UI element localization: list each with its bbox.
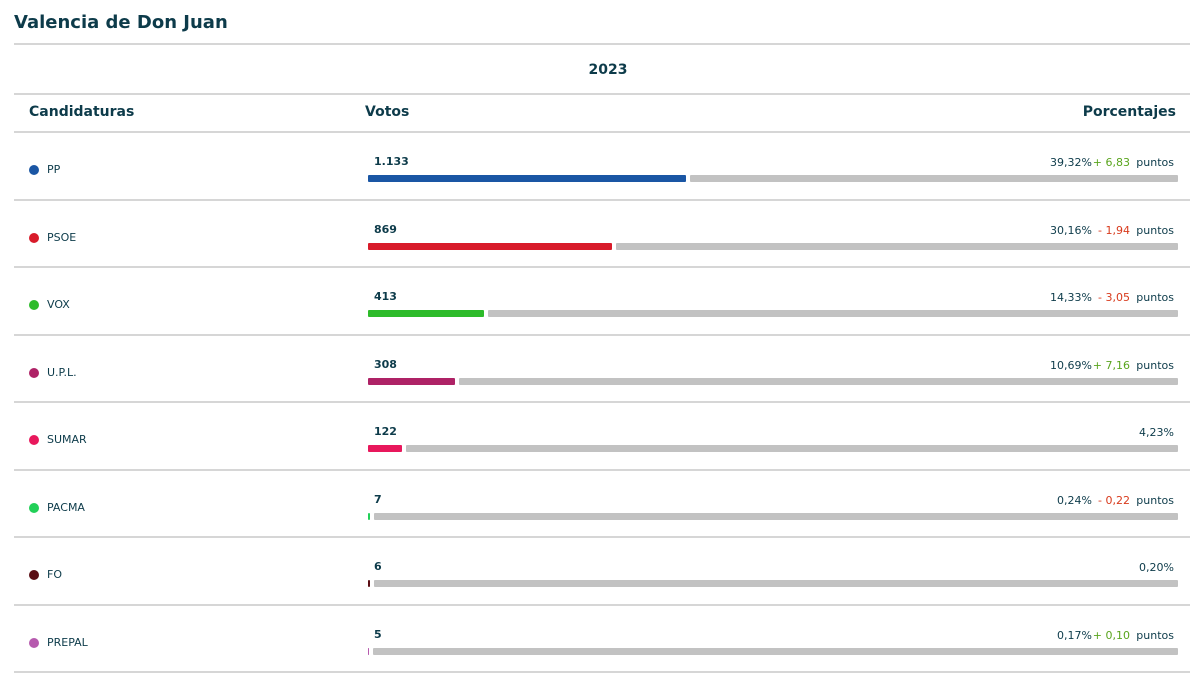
percent: 4,23%: [1139, 426, 1174, 439]
votes: 7: [374, 492, 382, 506]
unit: puntos: [1136, 223, 1174, 237]
bar: [368, 175, 687, 182]
percent: 0,17%: [1057, 628, 1092, 642]
party-name: VOX: [47, 298, 70, 311]
party-name: PACMA: [47, 500, 85, 514]
unit: puntos: [1136, 156, 1174, 169]
party-dot: [29, 232, 39, 243]
party-dot: [29, 435, 39, 445]
party-name: PREPAL: [47, 635, 88, 649]
party-name: PSOE: [47, 230, 77, 244]
change: + 0,10: [1092, 628, 1130, 642]
unit: puntos: [1136, 493, 1174, 507]
votes: 413: [374, 290, 397, 303]
divider: [14, 198, 1190, 201]
change: - 1,94: [1098, 223, 1130, 237]
divider: [14, 603, 1190, 606]
bar-track: [458, 377, 1178, 385]
votes: 869: [374, 222, 397, 236]
divider: [14, 43, 1190, 45]
party-dot: [29, 165, 39, 175]
votes: 122: [374, 425, 397, 438]
bar: [368, 242, 613, 250]
divider: [14, 468, 1190, 471]
change: + 6,83: [1092, 156, 1130, 169]
bar-track: [616, 242, 1178, 250]
party-dot: [29, 502, 39, 513]
bar-track: [488, 310, 1178, 317]
party-dot: [29, 300, 39, 310]
header: Candidaturas: [29, 104, 135, 120]
change: + 7,16: [1092, 358, 1130, 372]
bar: [368, 647, 370, 655]
bar-track: [373, 647, 1178, 655]
unit: puntos: [1136, 291, 1174, 304]
divider: [14, 536, 1190, 538]
divider: [14, 333, 1190, 336]
party-name: FO: [47, 568, 62, 581]
title: Valencia de Don Juan: [14, 12, 228, 33]
bar: [368, 512, 370, 520]
percent: 0,24%: [1057, 493, 1092, 507]
party-dot: [29, 367, 39, 378]
unit: puntos: [1136, 628, 1174, 642]
divider: [14, 131, 1190, 133]
bar-track: [373, 580, 1178, 587]
bar: [368, 310, 485, 317]
bar-track: [690, 175, 1178, 182]
bar-track: [373, 512, 1178, 520]
party-name: U.P.L.: [47, 365, 77, 379]
bar: [368, 580, 370, 587]
year: 2023: [588, 62, 628, 78]
percent: 39,32%: [1050, 156, 1092, 169]
percent: 30,16%: [1050, 223, 1092, 237]
percent: 10,69%: [1050, 358, 1092, 372]
percent: 0,20%: [1139, 561, 1174, 574]
party-name: SUMAR: [47, 433, 87, 446]
change: - 0,22: [1098, 493, 1130, 507]
party-dot: [29, 637, 39, 648]
header: Votos: [365, 104, 410, 120]
divider: [14, 671, 1190, 673]
bar-track: [406, 445, 1178, 452]
change: - 3,05: [1098, 291, 1130, 304]
votes: 5: [374, 627, 382, 641]
divider: [14, 93, 1190, 95]
bar: [368, 377, 455, 385]
votes: 1.133: [374, 155, 409, 168]
votes: 6: [374, 560, 382, 573]
divider: [14, 266, 1190, 268]
unit: puntos: [1136, 358, 1174, 372]
divider: [14, 401, 1190, 403]
percent: 14,33%: [1050, 291, 1092, 304]
votes: 308: [374, 357, 397, 371]
party-name: PP: [47, 163, 61, 176]
party-dot: [29, 570, 39, 580]
header: Porcentajes: [1082, 104, 1176, 120]
bar: [368, 445, 403, 452]
